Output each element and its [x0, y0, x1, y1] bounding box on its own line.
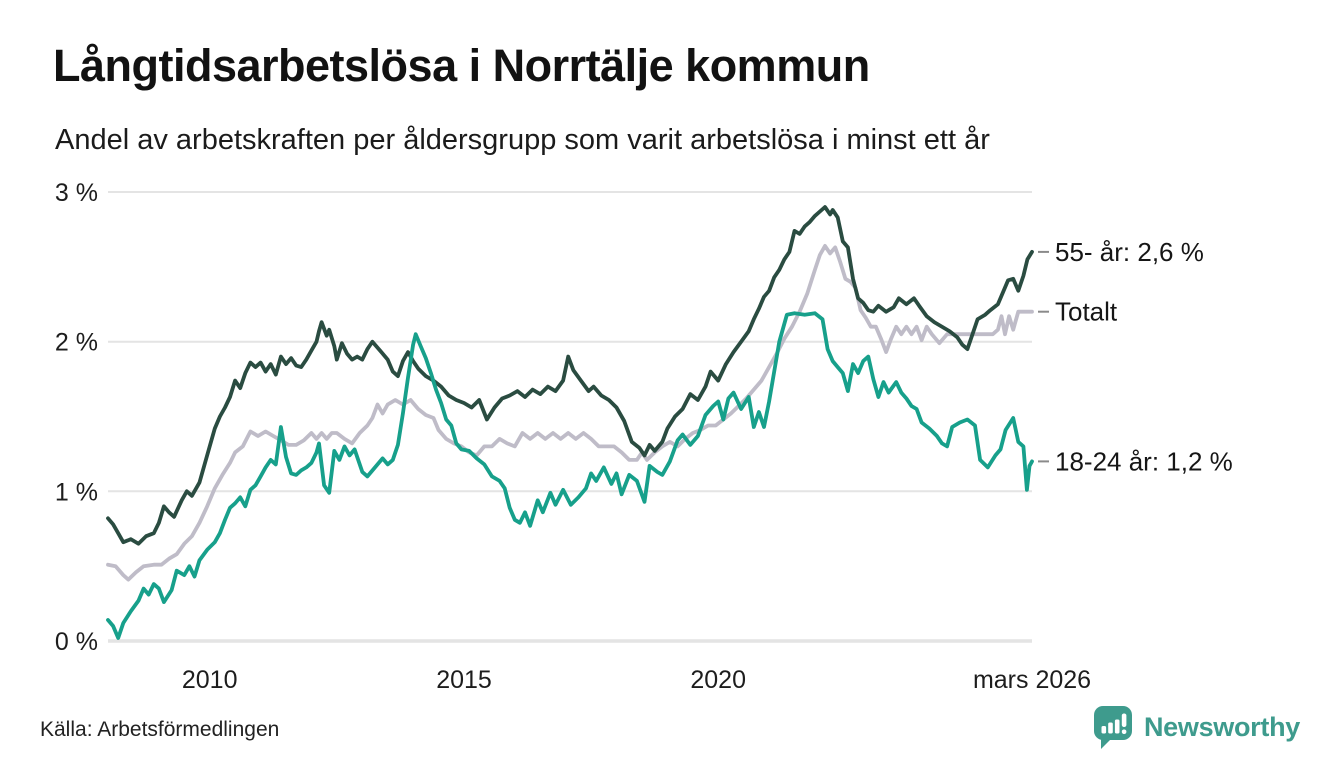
- y-tick-label: 3 %: [55, 179, 98, 207]
- brand-logo: Newsworthy: [1092, 704, 1300, 750]
- x-tick-label: 2010: [182, 666, 238, 694]
- source-note: Källa: Arbetsförmedlingen: [40, 718, 280, 741]
- bar-chart-glyph: [1101, 719, 1120, 734]
- series-end-label-55-ar: 55- år: 2,6 %: [1055, 237, 1204, 267]
- series-end-label-totalt: Totalt: [1055, 297, 1118, 327]
- y-tick-label: 1 %: [55, 478, 98, 506]
- x-tick-label: 2015: [436, 666, 492, 694]
- series-line-totalt: [106, 243, 1034, 582]
- y-tick-label: 0 %: [55, 628, 98, 656]
- brand-name: Newsworthy: [1143, 711, 1300, 742]
- x-tick-label: mars 2026: [973, 666, 1091, 694]
- speech-bubble-tail: [1100, 737, 1113, 749]
- exclamation-glyph: [1121, 713, 1127, 734]
- series-line-55-ar: [106, 205, 1034, 546]
- chart-title: Långtidsarbetslösa i Norrtälje kommun: [53, 40, 870, 91]
- series-line-18-24-ar: [106, 311, 1034, 640]
- chart-subtitle: Andel av arbetskraften per åldersgrupp s…: [55, 124, 990, 156]
- x-tick-label: 2020: [690, 666, 746, 694]
- y-tick-label: 2 %: [55, 329, 98, 357]
- newsworthy-logo-icon: [1093, 706, 1132, 749]
- series-end-label-18-24-ar: 18-24 år: 1,2 %: [1055, 446, 1233, 476]
